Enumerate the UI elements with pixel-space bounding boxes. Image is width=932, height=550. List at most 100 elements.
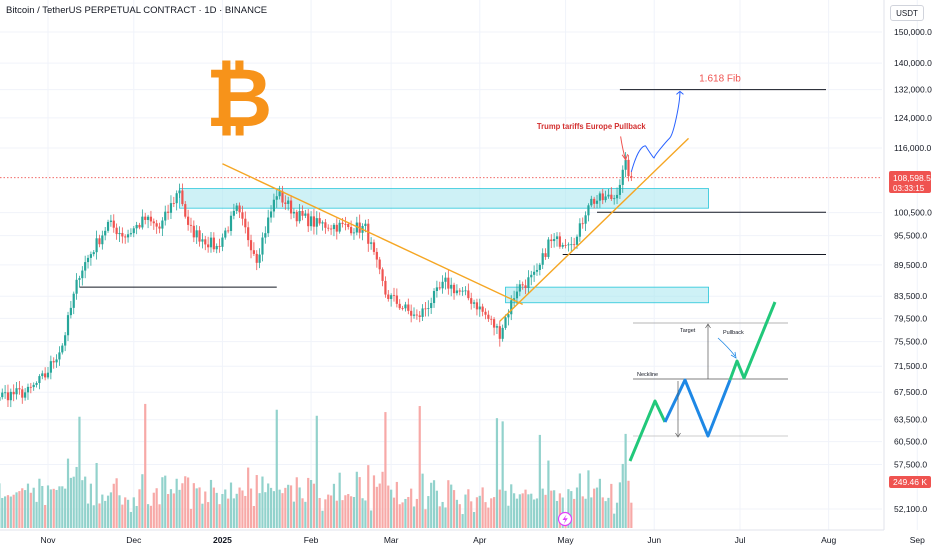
volume-bar <box>401 502 404 528</box>
volume-bar <box>630 502 633 528</box>
volume-bar <box>155 488 158 528</box>
time-tick-label: Aug <box>821 535 836 545</box>
volume-bar <box>224 489 227 528</box>
volume-bar <box>198 487 201 528</box>
candle-body <box>375 251 378 260</box>
pattern-pullback-label: Pullback <box>723 330 744 336</box>
volume-bar <box>115 478 118 528</box>
volume-bar <box>261 476 264 528</box>
candle-body <box>367 223 370 244</box>
candle-body <box>29 386 32 388</box>
volume-bar <box>281 493 284 528</box>
candle-body <box>344 223 347 225</box>
candle-body <box>424 308 427 310</box>
volume-bar <box>241 490 244 528</box>
price-tick-label: 89,500.0 <box>894 260 927 270</box>
candle-body <box>235 205 238 211</box>
candle-body <box>384 280 387 295</box>
volume-bar <box>126 499 130 528</box>
volume-bar <box>272 491 276 528</box>
candle-body <box>412 314 416 316</box>
time-tick-label: Sep <box>910 535 925 545</box>
candle-body <box>309 216 313 227</box>
volume-bar <box>24 490 27 528</box>
candle-body <box>404 304 407 309</box>
candle-body <box>187 216 190 225</box>
candle-body <box>244 218 247 228</box>
volume-bar <box>284 487 287 528</box>
candle-body <box>341 222 344 224</box>
lightning-alert-icon[interactable] <box>557 511 573 527</box>
volume-bar <box>144 403 147 528</box>
candle-body <box>329 228 333 230</box>
volume-bar <box>112 483 115 528</box>
annotations: 1.618 Fib Trump tariffs Europe Pullback … <box>537 74 744 378</box>
candle-body <box>521 284 524 286</box>
volume-bar <box>255 475 258 528</box>
volume-bar <box>75 466 78 528</box>
volume-bar <box>72 476 75 528</box>
candle-body <box>227 230 230 232</box>
bitcoin-logo-glyph: ₿ <box>206 51 273 146</box>
candle-body <box>98 238 101 245</box>
candle-body <box>175 193 178 204</box>
candle-body <box>487 314 490 319</box>
candle-body <box>258 254 261 263</box>
candle-body <box>252 250 255 254</box>
candle-body <box>372 242 376 252</box>
candle-body <box>352 232 356 234</box>
volume-bar <box>467 489 470 528</box>
volume-bar <box>510 484 513 528</box>
candle-body <box>381 269 384 281</box>
currency-unit-button[interactable]: USDT <box>890 5 924 21</box>
volume-bar <box>189 508 193 528</box>
candle-body <box>169 203 173 213</box>
candle-body <box>201 239 204 242</box>
candle-body <box>84 262 87 271</box>
candle-body <box>9 391 12 401</box>
candle-body <box>4 392 7 394</box>
volume-bar <box>141 474 144 528</box>
chart-title: Bitcoin / TetherUS PERPETUAL CONTRACT · … <box>6 5 268 16</box>
price-tick-label: 75,500.0 <box>894 337 927 347</box>
price-tick-label: 95,500.0 <box>894 231 927 241</box>
volume-bar <box>387 485 390 528</box>
volume-bar <box>527 494 530 528</box>
candle-body <box>264 233 267 238</box>
volume-bar <box>438 506 441 528</box>
candle-body <box>301 211 304 216</box>
time-tick-label: May <box>558 535 575 545</box>
candle-body <box>570 244 573 246</box>
candle-body <box>378 259 381 270</box>
volume-bar <box>573 498 576 528</box>
candle-body <box>64 335 67 346</box>
candle-body <box>475 302 479 310</box>
volume-badge <box>889 476 931 488</box>
candle-body <box>298 211 301 222</box>
candle-body <box>92 252 95 255</box>
horizontal-levels <box>0 89 882 288</box>
candle-body <box>189 224 193 226</box>
candle-body <box>338 222 341 232</box>
support-zone <box>179 188 709 209</box>
grid <box>0 0 918 530</box>
candle-body <box>598 193 601 201</box>
bitcoin-logo-icon: ₿ <box>206 51 273 146</box>
volume-bar <box>66 458 70 528</box>
candle-body <box>498 326 501 339</box>
candle-body <box>461 290 464 292</box>
candle-body <box>421 308 424 317</box>
candle-body <box>558 236 561 247</box>
candle-body <box>613 198 616 200</box>
price-axis: 150,000.0 140,000.0 132,000.0 124,000.0 116,… <box>883 0 932 530</box>
candle-body <box>144 216 147 220</box>
candle-body <box>124 236 127 238</box>
candle-body <box>438 287 441 289</box>
volume-bar <box>129 511 133 528</box>
volume-bar <box>104 500 107 528</box>
volume-bar <box>209 479 213 528</box>
price-badge-countdown: 03:33:15 <box>893 184 925 193</box>
volume-bar <box>315 415 318 528</box>
